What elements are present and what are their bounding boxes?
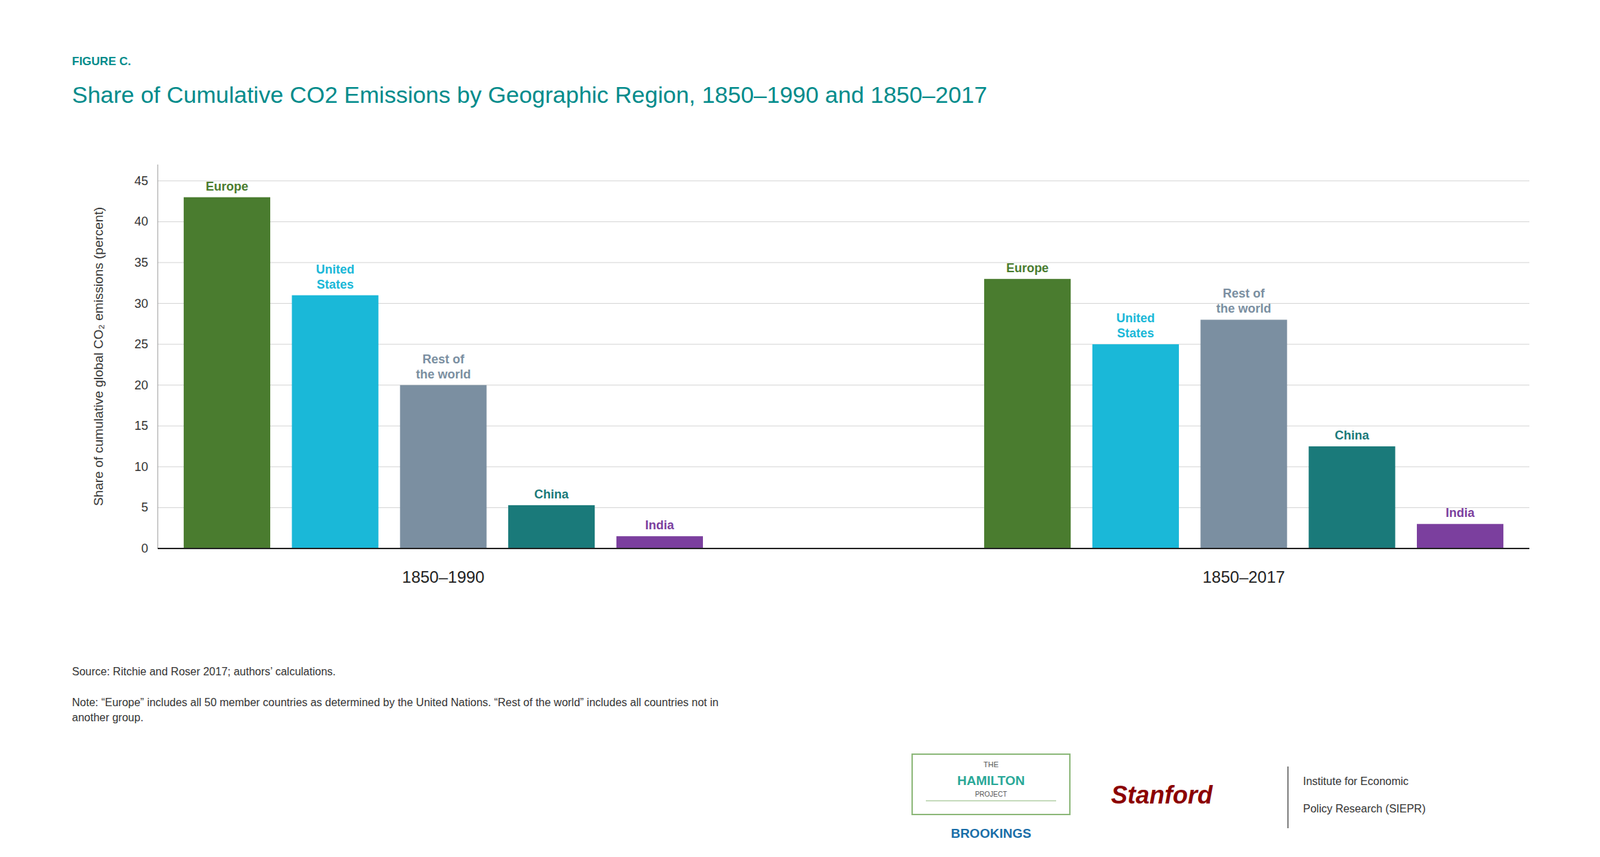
category-label: 1850–2017 bbox=[1202, 567, 1286, 587]
y-tick-label: 30 bbox=[134, 296, 149, 311]
y-tick-label: 20 bbox=[134, 378, 149, 393]
logo-text: HAMILTON bbox=[957, 773, 1026, 788]
bar bbox=[183, 197, 271, 549]
chart: FIGURE C. Share of Cumulative CO2 Emissio… bbox=[0, 0, 1600, 857]
baseline bbox=[157, 547, 1530, 550]
y-tick-label: 5 bbox=[141, 500, 149, 515]
y-tick-label: 0 bbox=[141, 541, 149, 556]
category-label: 1850–1990 bbox=[401, 567, 485, 587]
figure-label: FIGURE C. bbox=[72, 54, 131, 68]
logo-text: Policy Research (SIEPR) bbox=[1303, 803, 1426, 815]
bar-label: India bbox=[1445, 506, 1476, 520]
bar-label: Rest ofthe world bbox=[1216, 286, 1272, 316]
bar-label: UnitedStates bbox=[1116, 311, 1155, 341]
logo-separator bbox=[1287, 766, 1289, 829]
bar-label: Europe bbox=[1006, 261, 1049, 276]
bar-label: Europe bbox=[205, 179, 249, 194]
logo-rule bbox=[925, 801, 1057, 802]
grid-line bbox=[157, 221, 1530, 223]
bar bbox=[1308, 446, 1395, 549]
logo-text: Stanford bbox=[1111, 781, 1214, 810]
y-tick-label: 40 bbox=[134, 214, 149, 229]
bar bbox=[292, 295, 379, 549]
bar bbox=[1416, 523, 1504, 549]
bar-labels: Europe UnitedStates Rest ofthe world China I… bbox=[205, 179, 1476, 533]
bar-label: UnitedStates bbox=[316, 262, 355, 292]
bar bbox=[508, 505, 595, 549]
logo-box bbox=[912, 754, 1070, 815]
bar bbox=[1200, 319, 1288, 549]
bar-label: Rest ofthe world bbox=[415, 352, 471, 382]
source: Source: Ritchie and Roser 2017; authors’… bbox=[72, 665, 337, 678]
bar bbox=[1092, 344, 1179, 549]
logo-text: THE bbox=[983, 760, 999, 769]
y-axis-line bbox=[157, 164, 159, 549]
note: Note: “Europe” includes all 50 member co… bbox=[72, 696, 719, 724]
logo-text: PROJECT bbox=[975, 790, 1008, 799]
bar-label: India bbox=[645, 518, 675, 533]
y-tick-label: 35 bbox=[134, 255, 149, 270]
logo-text: BROOKINGS bbox=[950, 826, 1031, 841]
bar bbox=[399, 385, 487, 549]
y-tick-label: 10 bbox=[134, 460, 149, 474]
bar-label: China bbox=[534, 487, 570, 502]
grid-line bbox=[157, 261, 1530, 263]
bar bbox=[984, 279, 1071, 549]
bar bbox=[616, 536, 703, 549]
y-tick-label: 15 bbox=[134, 419, 149, 433]
logo-text: Institute for Economic bbox=[1303, 775, 1409, 788]
grid-line bbox=[157, 548, 1530, 550]
bars bbox=[183, 197, 1504, 549]
y-tick-label: 25 bbox=[134, 337, 149, 352]
logos: THE HAMILTON PROJECT BROOKINGS Stanford Insti… bbox=[912, 754, 1426, 841]
grid bbox=[157, 181, 1530, 549]
bar-label: China bbox=[1334, 428, 1370, 443]
y-tick-label: 45 bbox=[134, 174, 149, 188]
title: Share of Cumulative CO2 Emissions by Geo… bbox=[72, 81, 987, 108]
grid-line bbox=[157, 180, 1530, 182]
background bbox=[0, 0, 1600, 857]
y-axis-label: Share of cumulative global CO₂ emissions… bbox=[91, 207, 106, 507]
